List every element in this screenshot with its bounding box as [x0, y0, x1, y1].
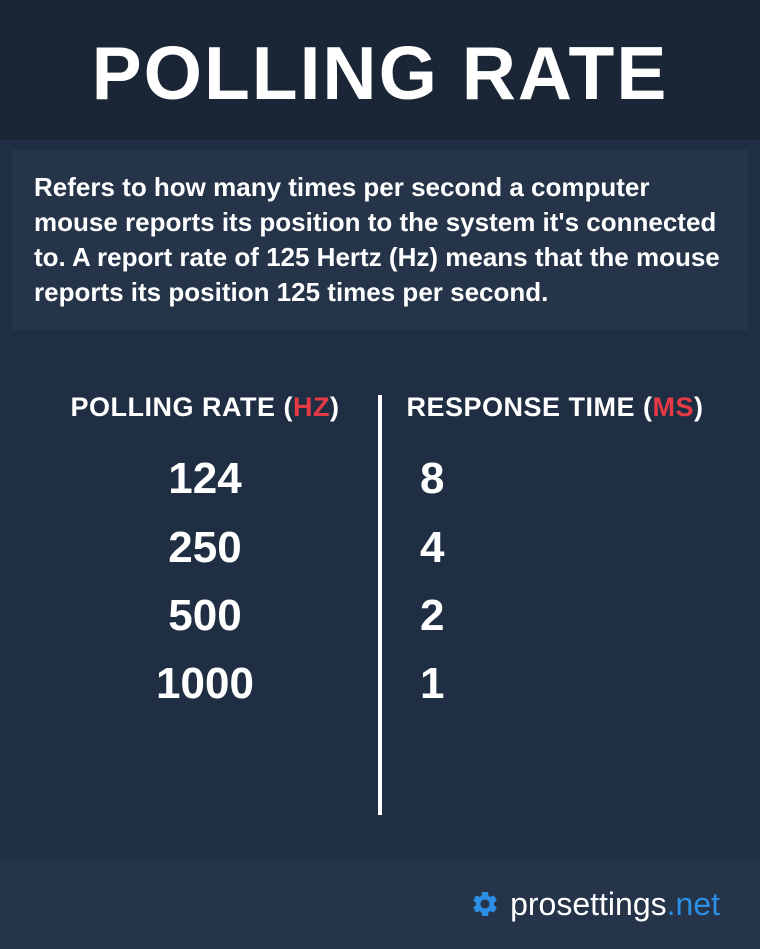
header-suffix-right: ) [694, 392, 704, 422]
header-unit-hz: HZ [293, 392, 330, 422]
table-cell: 2 [420, 582, 444, 650]
table-cell: 8 [420, 445, 444, 513]
brand-accent: .net [667, 886, 720, 922]
column-response-time: 8 4 2 1 [380, 445, 730, 718]
header-label-left: POLLING RATE ( [71, 392, 294, 422]
header-bar: POLLING RATE [0, 0, 760, 140]
table-cell: 1000 [156, 650, 254, 718]
brand-primary: prosettings [510, 886, 667, 922]
page-title: POLLING RATE [20, 30, 740, 116]
header-unit-ms: MS [653, 392, 695, 422]
table-cell: 500 [168, 582, 241, 650]
header-label-right: RESPONSE TIME ( [406, 392, 652, 422]
table-cell: 250 [168, 514, 241, 582]
header-suffix-left: ) [330, 392, 340, 422]
description-panel: Refers to how many times per second a co… [12, 150, 748, 330]
table-cell: 1 [420, 650, 444, 718]
table-container: POLLING RATE (HZ) RESPONSE TIME (MS) 124… [0, 330, 760, 859]
description-text: Refers to how many times per second a co… [34, 170, 726, 310]
column-polling-rate: 124 250 500 1000 [30, 445, 380, 718]
table-body: 124 250 500 1000 8 4 2 1 [30, 445, 730, 718]
column-header-polling-rate: POLLING RATE (HZ) [30, 392, 380, 423]
footer-bar: prosettings.net [0, 859, 760, 949]
gear-icon [470, 889, 500, 919]
table-divider [378, 395, 382, 815]
table-cell: 124 [168, 445, 241, 513]
column-header-response-time: RESPONSE TIME (MS) [380, 392, 730, 423]
table-cell: 4 [420, 514, 444, 582]
brand-text: prosettings.net [510, 886, 720, 923]
